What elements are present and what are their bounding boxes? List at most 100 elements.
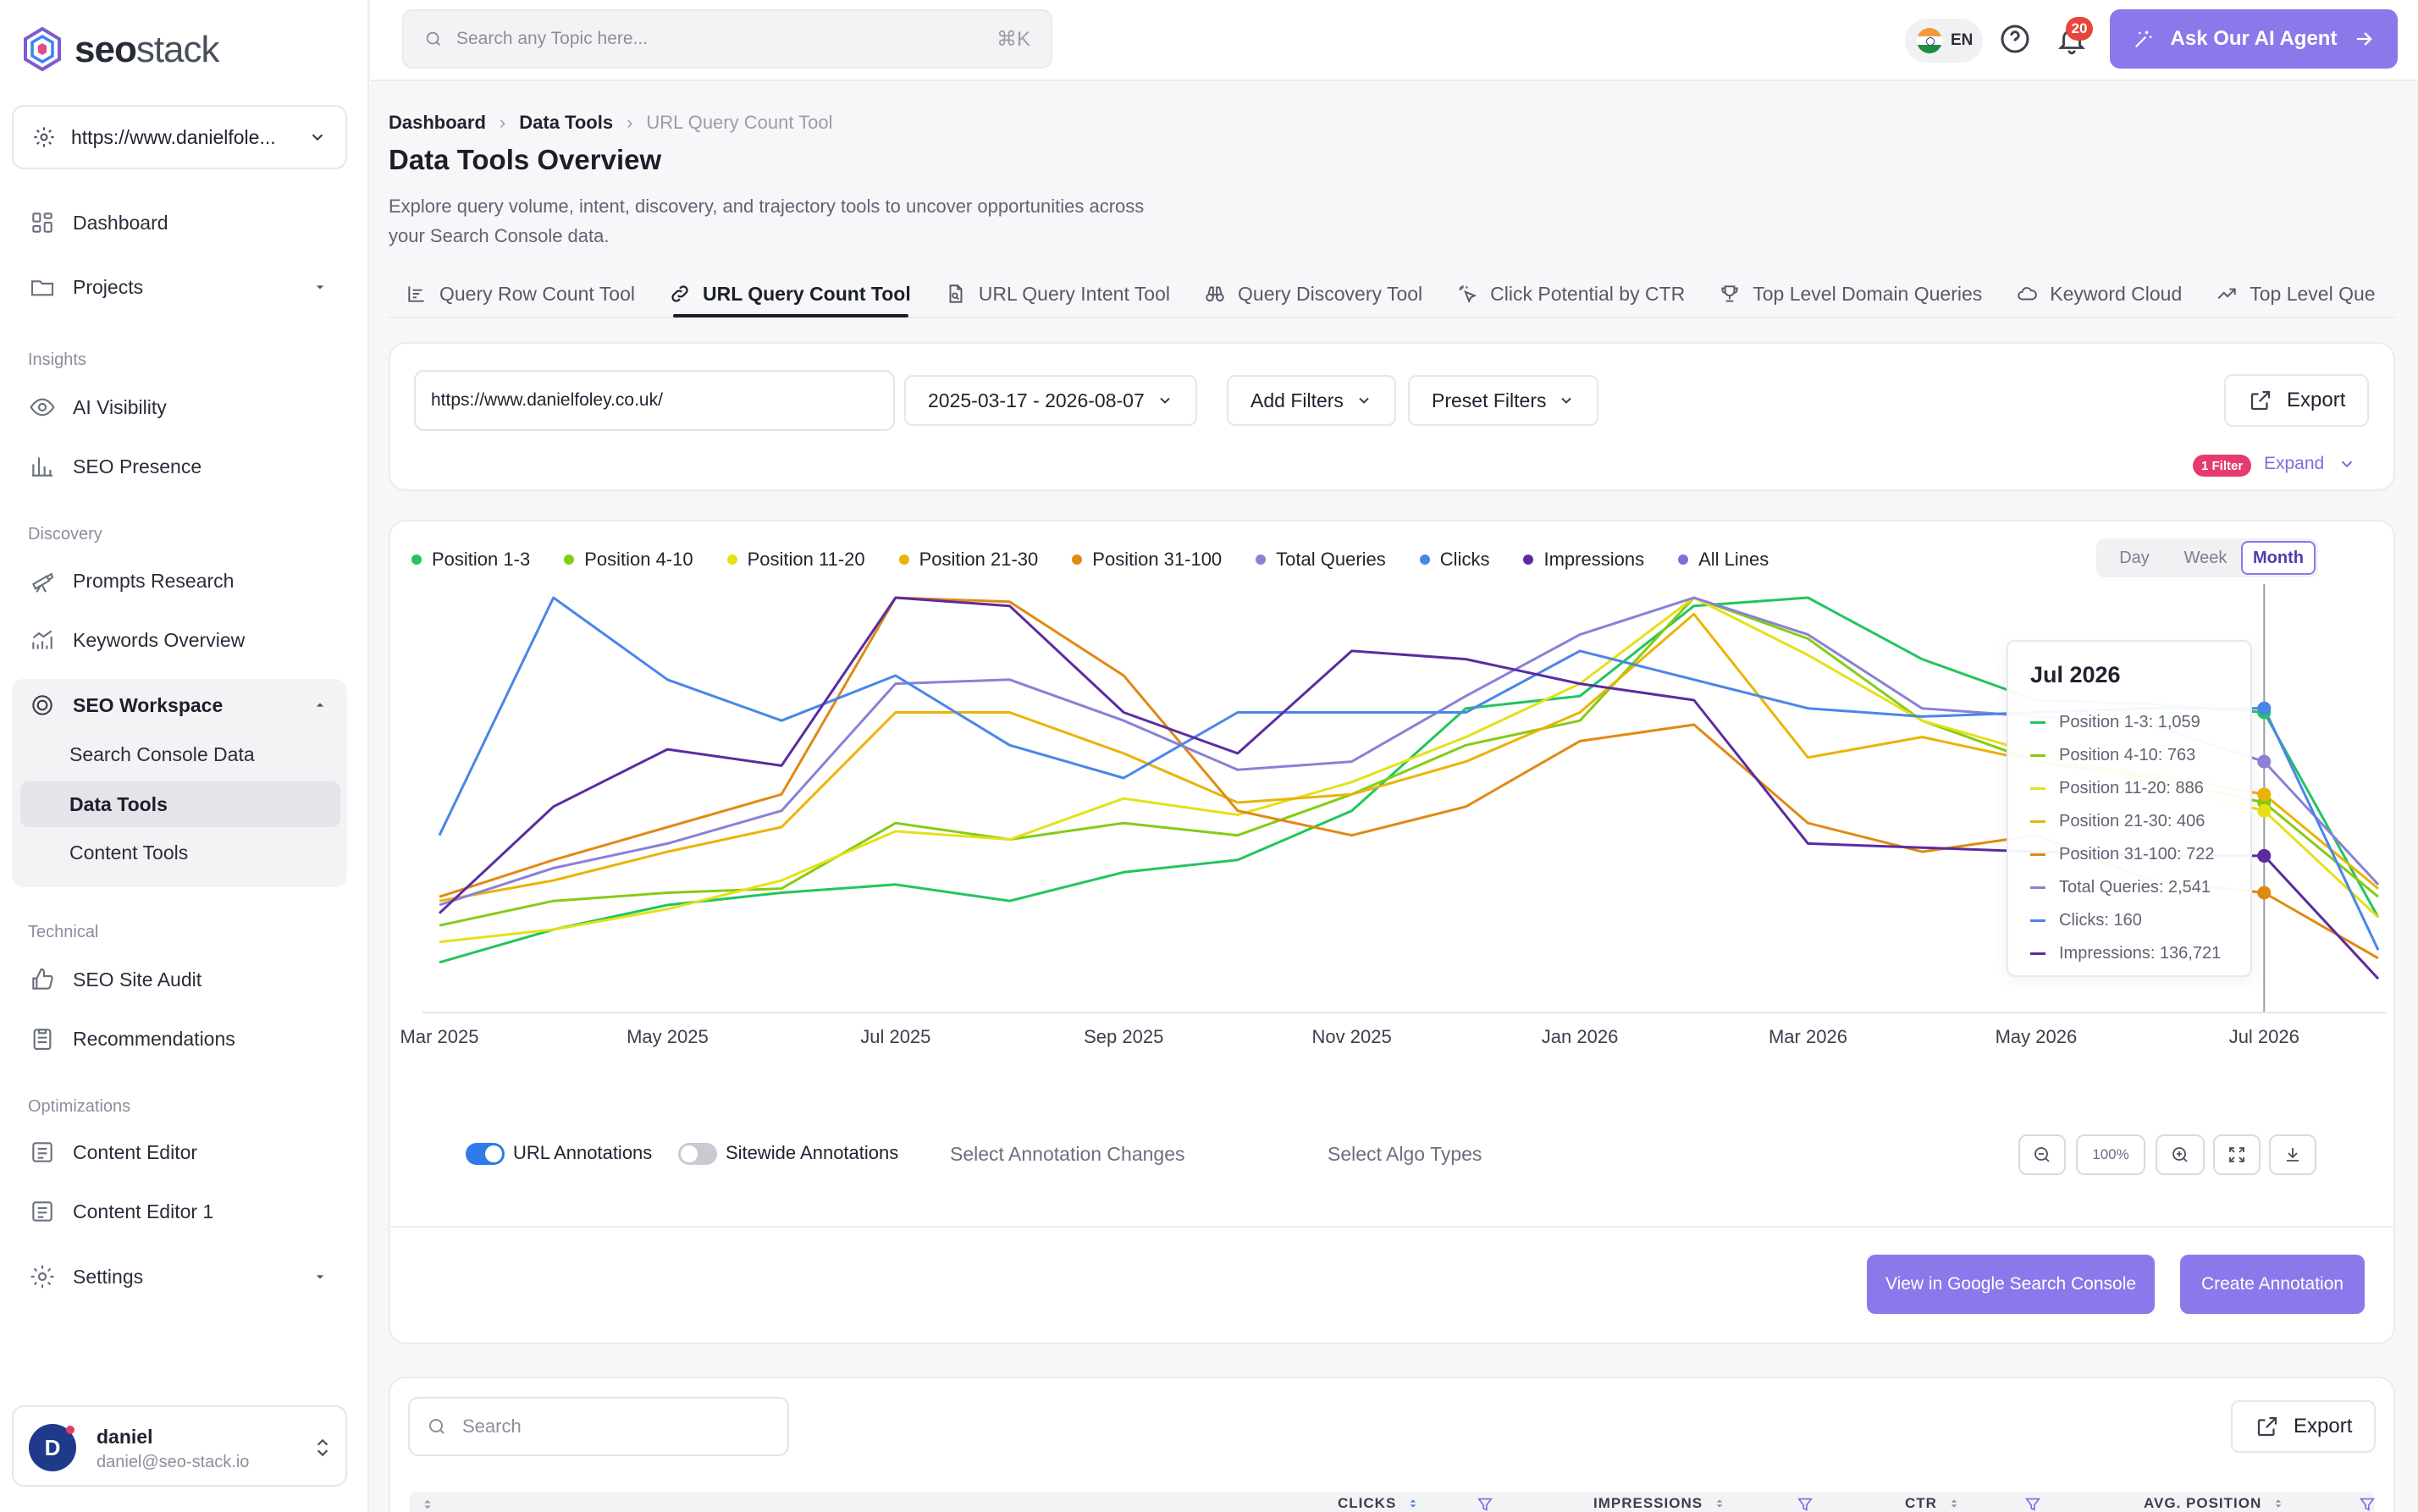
- create-annotation-button[interactable]: Create Annotation: [2180, 1255, 2365, 1314]
- bar-list-icon: [406, 283, 428, 305]
- sidebar-item-label: Content Editor: [73, 1140, 198, 1163]
- zoom-out-icon: [2032, 1145, 2052, 1165]
- column-header-ctr[interactable]: CTR: [1905, 1495, 1961, 1512]
- user-card[interactable]: D daniel daniel@seo-stack.io: [12, 1405, 347, 1487]
- download-chart-button[interactable]: [2269, 1134, 2316, 1175]
- sidebar-item-label: Keywords Overview: [73, 628, 246, 651]
- legend-item-impressions[interactable]: Impressions: [1523, 549, 1644, 571]
- tab-label: Click Potential by CTR: [1490, 282, 1686, 305]
- tab-query-row-count-tool[interactable]: Query Row Count Tool: [389, 271, 652, 317]
- x-tick-label: Nov 2025: [1312, 1026, 1392, 1047]
- sidebar-item-prompts-research[interactable]: Prompts Research: [12, 555, 347, 607]
- period-toggle: Day Week Month: [2096, 538, 2318, 577]
- tab-url-query-intent-tool[interactable]: URL Query Intent Tool: [928, 271, 1187, 317]
- sidebar-item-content-editor[interactable]: Content Editor: [12, 1126, 347, 1178]
- breadcrumb-current: URL Query Count Tool: [646, 112, 833, 133]
- seostack-logo-icon[interactable]: [22, 25, 63, 73]
- sidebar-subitem-search-console-data[interactable]: Search Console Data: [69, 742, 255, 765]
- url-input[interactable]: https://www.danielfoley.co.uk/: [414, 370, 895, 431]
- sidebar-item-ai-visibility[interactable]: AI Visibility: [12, 381, 347, 433]
- tooltip-swatch: [2030, 820, 2045, 823]
- tooltip-row: Impressions: 136,721: [2030, 944, 2221, 963]
- period-week[interactable]: Week: [2183, 548, 2228, 567]
- tab-top-level-domain-queries[interactable]: Top Level Domain Queries: [1702, 271, 1999, 317]
- sidebar-item-seo-workspace[interactable]: SEO Workspace: [12, 679, 347, 731]
- filter-icon[interactable]: [2358, 1495, 2377, 1512]
- tooltip-value: Impressions: 136,721: [2059, 944, 2222, 963]
- site-selector[interactable]: https://www.danielfole...: [12, 105, 347, 169]
- sidebar-item-recommendations[interactable]: Recommendations: [12, 1013, 347, 1065]
- x-tick-label: May 2025: [627, 1026, 709, 1047]
- date-range-picker[interactable]: 2025-03-17 - 2026-08-07: [904, 375, 1197, 426]
- editor-icon: [29, 1139, 56, 1166]
- brand-wordmark[interactable]: seostack: [75, 29, 220, 70]
- table-search-input[interactable]: Search: [408, 1397, 789, 1456]
- sidebar-item-seo-site-audit[interactable]: SEO Site Audit: [12, 953, 347, 1006]
- tab-keyword-cloud[interactable]: Keyword Cloud: [1999, 271, 2199, 317]
- sidebar-item-dashboard[interactable]: Dashboard: [12, 196, 347, 249]
- sidebar-item-seo-presence[interactable]: SEO Presence: [12, 440, 347, 493]
- legend-item-position-11-20[interactable]: Position 11-20: [726, 549, 865, 571]
- legend-item-all-lines[interactable]: All Lines: [1678, 549, 1769, 571]
- legend-item-clicks[interactable]: Clicks: [1419, 549, 1489, 571]
- url-annotations-toggle[interactable]: [466, 1143, 505, 1165]
- tab-click-potential-by-ctr[interactable]: Click Potential by CTR: [1439, 271, 1702, 317]
- filter-icon[interactable]: [1476, 1495, 1494, 1512]
- legend-item-position-21-30[interactable]: Position 21-30: [898, 549, 1038, 571]
- zoom-out-button[interactable]: [2018, 1134, 2066, 1175]
- sidebar-item-projects[interactable]: Projects: [12, 261, 347, 313]
- x-tick-label: Mar 2026: [1769, 1026, 1847, 1047]
- column-header-avg-position[interactable]: AVG. POSITION: [2144, 1495, 2285, 1512]
- period-month[interactable]: Month: [2241, 541, 2316, 575]
- sidebar-item-settings[interactable]: Settings: [12, 1250, 347, 1303]
- column-label: IMPRESSIONS: [1593, 1495, 1703, 1511]
- fullscreen-button[interactable]: [2213, 1134, 2261, 1175]
- sidebar-item-label: Recommendations: [73, 1027, 235, 1050]
- sidebar-item-keywords-overview[interactable]: Keywords Overview: [12, 614, 347, 666]
- algo-types-select[interactable]: Select Algo Types: [1328, 1143, 1482, 1165]
- column-header-clicks[interactable]: CLICKS: [1338, 1495, 1420, 1512]
- sidebar-subitem-data-tools[interactable]: Data Tools: [20, 781, 340, 827]
- add-filters-button[interactable]: Add Filters: [1227, 375, 1396, 426]
- tab-url-query-count-tool[interactable]: URL Query Count Tool: [652, 271, 928, 317]
- chart-legend: Position 1-3 Position 4-10 Position 11-20 P…: [411, 549, 1769, 571]
- zoom-in-button[interactable]: [2156, 1134, 2205, 1175]
- eye-icon: [29, 394, 56, 421]
- breadcrumb-dashboard[interactable]: Dashboard: [389, 112, 486, 133]
- breadcrumb-data-tools[interactable]: Data Tools: [519, 112, 614, 133]
- filter-icon[interactable]: [2023, 1495, 2042, 1512]
- sort-icon[interactable]: [420, 1497, 435, 1512]
- sidebar-item-content-editor-1[interactable]: Content Editor 1: [12, 1185, 347, 1238]
- external-link-icon: [2248, 388, 2273, 413]
- expand-label: Expand: [2264, 454, 2325, 473]
- column-header-impressions[interactable]: IMPRESSIONS: [1593, 1495, 1726, 1512]
- tab-top-level-queries[interactable]: Top Level Que: [2199, 271, 2392, 317]
- view-in-google-search-console-button[interactable]: View in Google Search Console: [1867, 1255, 2155, 1314]
- tab-query-discovery-tool[interactable]: Query Discovery Tool: [1187, 271, 1439, 317]
- language-selector[interactable]: EN: [1905, 19, 1983, 63]
- sidebar-subitem-content-tools[interactable]: Content Tools: [69, 841, 189, 864]
- filter-icon[interactable]: [1796, 1495, 1814, 1512]
- link-icon: [669, 283, 691, 305]
- ask-ai-agent-button[interactable]: Ask Our AI Agent: [2110, 9, 2398, 69]
- tab-label: Top Level Domain Queries: [1753, 282, 1983, 305]
- telescope-icon: [29, 567, 56, 594]
- date-range-value: 2025-03-17 - 2026-08-07: [928, 389, 1145, 411]
- x-tick-label: May 2026: [1996, 1026, 2078, 1047]
- legend-item-position-1-3[interactable]: Position 1-3: [411, 549, 530, 571]
- legend-item-total-queries[interactable]: Total Queries: [1256, 549, 1386, 571]
- export-button[interactable]: Export: [2224, 374, 2370, 427]
- global-search-input[interactable]: Search any Topic here... ⌘K: [402, 9, 1052, 69]
- tooltip-row: Position 11-20: 886: [2030, 779, 2204, 798]
- period-day[interactable]: Day: [2119, 548, 2150, 567]
- preset-filters-button[interactable]: Preset Filters: [1408, 375, 1599, 426]
- help-icon[interactable]: [1998, 22, 2032, 56]
- sitewide-annotations-toggle[interactable]: [678, 1143, 717, 1165]
- expand-filters-link[interactable]: Expand: [2264, 454, 2356, 474]
- legend-item-position-4-10[interactable]: Position 4-10: [564, 549, 693, 571]
- zoom-level[interactable]: 100%: [2076, 1134, 2145, 1175]
- annotation-changes-select[interactable]: Select Annotation Changes: [950, 1143, 1185, 1165]
- table-export-button[interactable]: Export: [2231, 1400, 2377, 1453]
- legend-label: Total Queries: [1276, 549, 1386, 570]
- legend-item-position-31-100[interactable]: Position 31-100: [1072, 549, 1222, 571]
